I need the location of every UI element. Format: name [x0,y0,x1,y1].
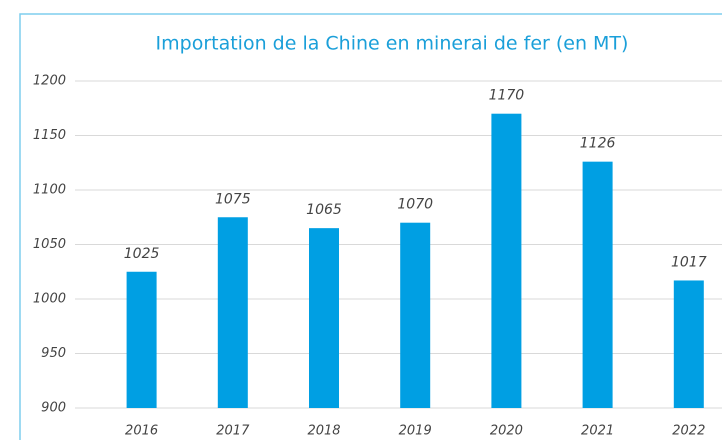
value-label: 1126 [580,136,616,152]
x-tick-label: 2021 [581,424,614,439]
y-tick-label: 900 [41,401,66,416]
bar [400,222,431,408]
x-tick-label: 2018 [307,424,340,439]
bar [491,113,522,408]
bar [309,228,339,408]
bar [126,271,157,408]
value-label: 1065 [306,202,342,218]
x-tick-label: 2022 [672,424,705,439]
y-tick-label: 1100 [33,183,66,198]
y-tick-label: 1150 [33,128,66,143]
y-tick-label: 1200 [33,74,66,89]
x-tick-label: 2020 [490,424,523,439]
x-tick-label: 2017 [216,424,250,439]
y-tick-label: 950 [41,346,66,361]
bar [582,161,613,408]
value-label: 1075 [215,191,251,207]
x-tick-label: 2016 [125,424,158,439]
x-tick-label: 2019 [399,424,432,439]
y-tick-label: 1050 [33,237,66,252]
value-label: 1025 [124,246,160,262]
value-label: 1170 [489,88,525,104]
chart-border [19,13,722,440]
value-label: 1070 [397,197,433,213]
y-tick-label: 1000 [33,292,66,307]
bar [217,217,248,408]
value-label: 1017 [671,254,707,270]
chart-title: Importation de la Chine en minerai de fe… [156,33,629,55]
bar [673,280,704,408]
